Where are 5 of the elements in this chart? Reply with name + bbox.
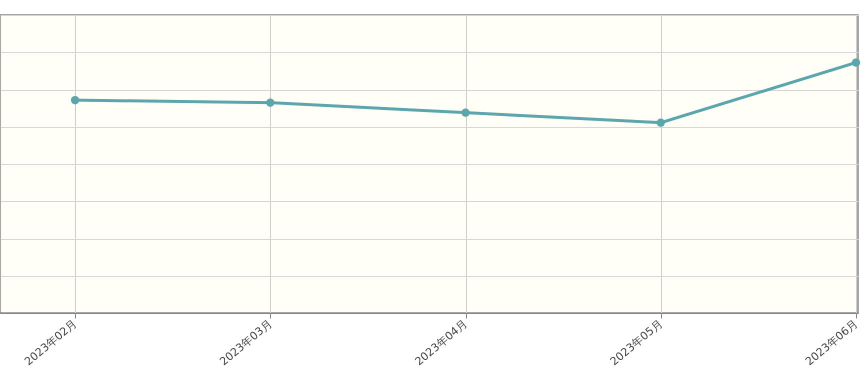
point — [461, 108, 470, 117]
point — [70, 96, 80, 104]
point — [266, 98, 274, 107]
point — [852, 58, 860, 67]
point — [656, 118, 665, 127]
